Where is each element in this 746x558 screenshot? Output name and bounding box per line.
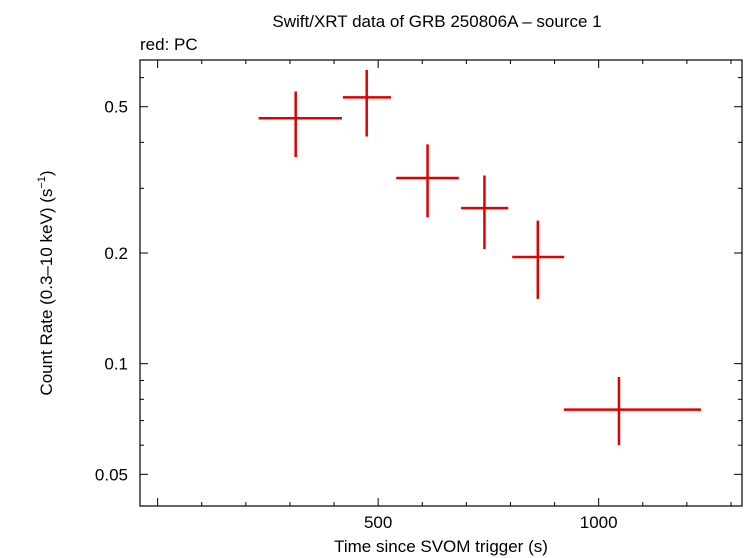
y-axis-label-tail: ): [37, 170, 56, 176]
data-point: [461, 175, 509, 250]
data-point: [563, 376, 701, 446]
x-tick-label: 500: [364, 513, 392, 532]
y-tick-label: 0.05: [95, 465, 128, 484]
data-points: [258, 69, 701, 446]
x-tick-label: 1000: [580, 513, 618, 532]
y-tick-label: 0.1: [104, 355, 128, 374]
data-point: [342, 69, 391, 137]
chart-title: Swift/XRT data of GRB 250806A – source 1: [272, 12, 601, 31]
chart-subtitle: red: PC: [140, 35, 198, 54]
data-point: [512, 220, 565, 299]
axis-ticks: 500 1000 0.05 0.1 0.2 0.5: [95, 60, 742, 532]
y-axis-label: Count Rate (0.3–10 keV) (s−1): [36, 170, 56, 395]
y-tick-label: 0.5: [104, 98, 128, 117]
y-axis-label-superscript: −1: [36, 176, 48, 189]
x-axis-label: Time since SVOM trigger (s): [334, 537, 548, 556]
plot-frame: [139, 59, 743, 507]
y-tick-label: 0.2: [104, 244, 128, 263]
y-axis-label-main: Count Rate (0.3–10 keV) (s: [37, 189, 56, 396]
data-point: [258, 91, 342, 157]
data-point: [396, 144, 459, 218]
